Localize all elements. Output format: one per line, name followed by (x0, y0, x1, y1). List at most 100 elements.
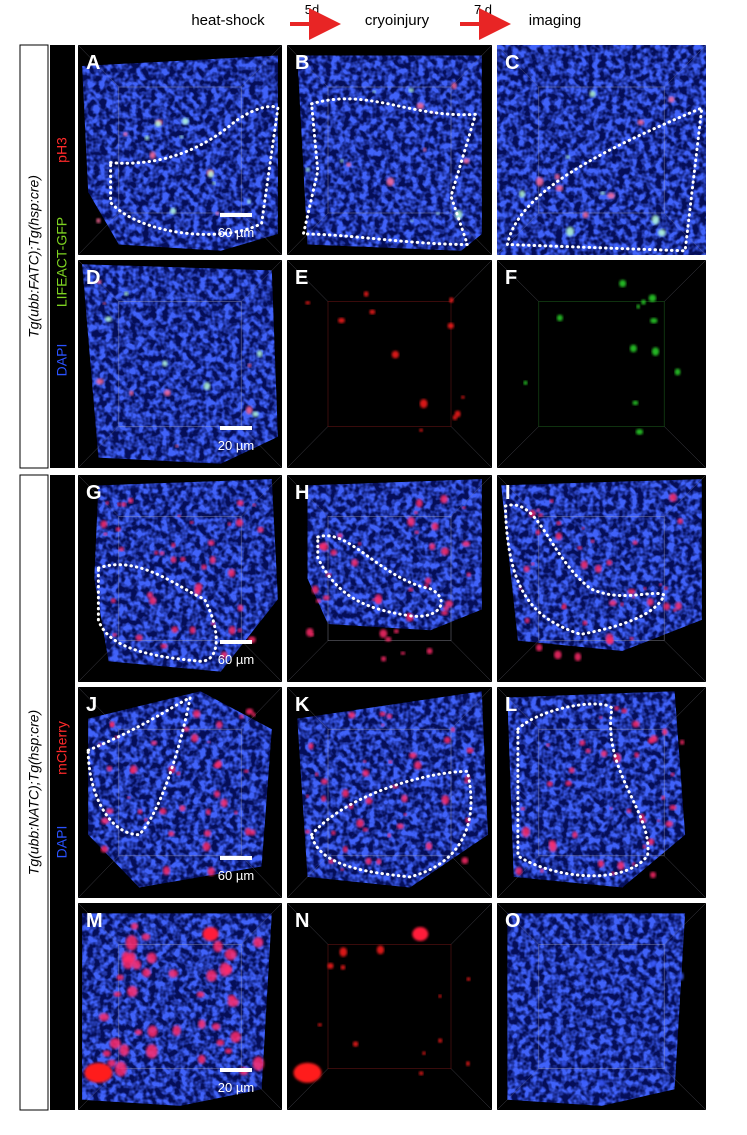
wireframe (497, 475, 539, 517)
tissue-texture (307, 479, 482, 631)
cell (245, 406, 253, 415)
cell (352, 1041, 359, 1047)
cell (629, 636, 634, 641)
cell (590, 539, 595, 544)
wireframe (664, 687, 706, 730)
cell (149, 151, 156, 160)
cell (192, 709, 201, 718)
wireframe (78, 1068, 119, 1110)
cell (651, 214, 660, 225)
cell (168, 969, 178, 978)
cell (669, 493, 677, 502)
cell (147, 591, 153, 599)
cell (648, 294, 657, 303)
cell (114, 1061, 127, 1077)
cell (580, 560, 588, 569)
cell (635, 428, 644, 435)
cell (134, 1029, 143, 1036)
wireframe (241, 260, 282, 302)
wireframe (327, 728, 452, 857)
cell (387, 833, 391, 838)
cell (369, 309, 376, 315)
injury-outline (309, 769, 473, 879)
cell (414, 530, 419, 535)
cell (466, 572, 471, 577)
panel-letter: F (505, 267, 517, 289)
cell (363, 759, 367, 764)
cell (305, 167, 310, 172)
wireframe (241, 903, 282, 945)
cell (403, 812, 407, 816)
cell (177, 514, 181, 518)
wireframe (287, 640, 329, 682)
cell (582, 620, 588, 626)
cell (393, 629, 399, 634)
cell (311, 585, 319, 594)
cell (107, 1059, 116, 1067)
injury-outline (505, 105, 704, 253)
cell (647, 838, 655, 846)
cell (651, 347, 660, 356)
cell (556, 314, 563, 322)
cell (440, 494, 448, 504)
cell (118, 546, 125, 552)
cell (603, 1007, 608, 1011)
cell (317, 1023, 323, 1027)
cell (172, 1025, 181, 1036)
cell (102, 1050, 111, 1057)
cell (540, 868, 544, 873)
cell (554, 173, 560, 180)
cell (658, 583, 662, 587)
cell (144, 135, 150, 141)
channel-strip (50, 475, 75, 1110)
tissue-texture (297, 55, 482, 251)
cell (342, 846, 348, 853)
cell (113, 991, 121, 997)
cell (362, 769, 370, 777)
cell (582, 211, 589, 219)
cell (460, 395, 465, 399)
group-label: Tg(ubb:NATC);Tg(hsp:cre) (26, 710, 42, 875)
cell (215, 760, 223, 768)
cell (440, 547, 449, 556)
scale-bar-label: 60 µm (218, 652, 254, 667)
wireframe (78, 212, 119, 255)
cell (627, 588, 636, 595)
cell (201, 564, 207, 570)
cell (104, 316, 112, 322)
cell (556, 520, 562, 526)
cell (337, 317, 345, 324)
cell (431, 522, 439, 531)
cell (189, 626, 196, 634)
cell (132, 959, 142, 970)
cell (536, 176, 544, 187)
cell (340, 158, 344, 163)
cell (607, 192, 615, 199)
cell (654, 1025, 659, 1029)
cell (109, 1038, 121, 1049)
wireframe (118, 301, 242, 427)
cell (650, 735, 658, 743)
cell (538, 513, 544, 517)
cell (247, 199, 251, 204)
cell (531, 562, 535, 566)
cell (105, 501, 110, 505)
cell (123, 132, 128, 137)
cell (203, 382, 211, 391)
wireframe (287, 903, 329, 945)
cell (674, 368, 681, 376)
cell (672, 608, 677, 612)
cell (227, 997, 239, 1007)
wireframe (450, 855, 492, 898)
wireframe (497, 260, 539, 302)
cell (154, 550, 159, 555)
wireframe (497, 687, 539, 730)
cell (252, 411, 259, 417)
cell (337, 533, 343, 539)
cell (465, 1061, 470, 1067)
cell (207, 867, 215, 876)
cell (249, 829, 256, 836)
cell (207, 540, 215, 546)
cell (357, 542, 362, 546)
